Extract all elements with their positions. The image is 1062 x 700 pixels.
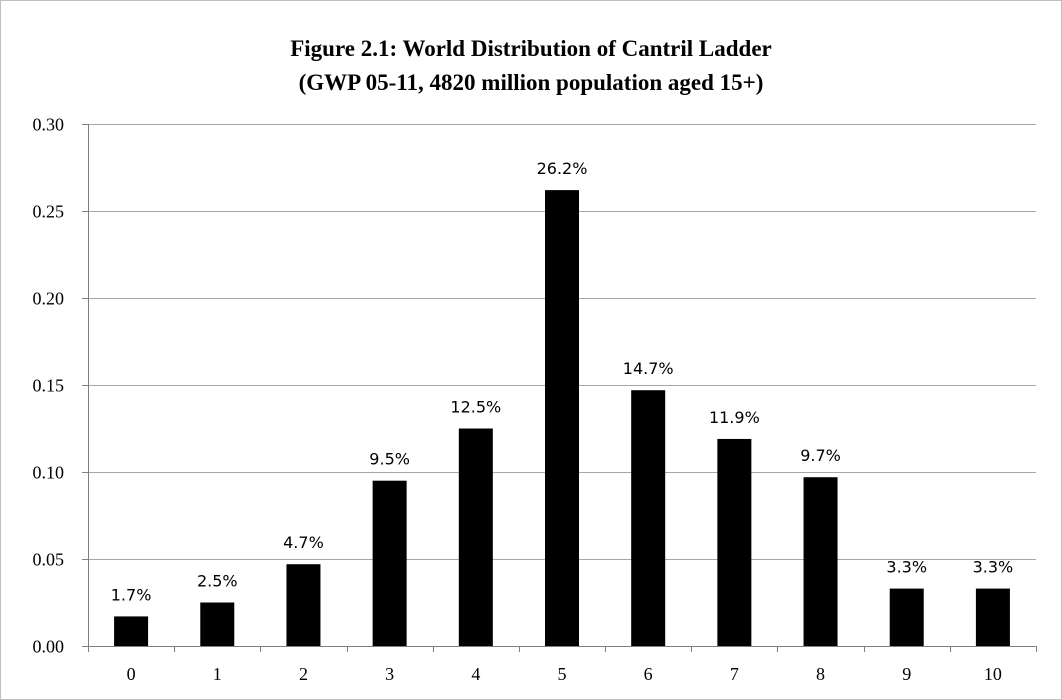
- data-label: 9.7%: [800, 446, 841, 465]
- y-tick-label: 0.10: [33, 463, 65, 483]
- x-tick-label: 10: [984, 664, 1002, 684]
- bar-8: [803, 477, 838, 646]
- x-tick-label: 3: [385, 664, 394, 684]
- bar-10: [975, 588, 1010, 646]
- chart-title: Figure 2.1: World Distribution of Cantri…: [290, 36, 772, 61]
- x-axis-ticks: 0 1 2 3 4 5 6 7 8 9 10: [88, 646, 1037, 684]
- y-tick-label: 0.25: [33, 202, 65, 222]
- x-tick-label: 8: [816, 664, 825, 684]
- data-label: 1.7%: [111, 585, 152, 604]
- y-tick-label: 0.05: [33, 550, 65, 570]
- x-tick-label: 9: [902, 664, 911, 684]
- bars: [114, 190, 1010, 646]
- data-labels: 1.7% 2.5% 4.7% 9.5% 12.5% 26.2% 14.7% 11.9% 9.7%…: [111, 159, 1013, 604]
- bar-5: [545, 190, 579, 646]
- data-label: 14.7%: [623, 359, 674, 378]
- axes: [88, 124, 1036, 647]
- y-tick-label: 0.30: [33, 115, 65, 135]
- bar-0: [114, 616, 149, 646]
- chart-subtitle: (GWP 05-11, 4820 million population aged…: [298, 70, 764, 95]
- x-tick-label: 1: [213, 664, 222, 684]
- data-label: 12.5%: [450, 398, 501, 417]
- data-label: 11.9%: [709, 408, 760, 427]
- data-label: 3.3%: [973, 558, 1014, 577]
- y-tick-label: 0.15: [33, 376, 65, 396]
- bar-3: [372, 480, 407, 646]
- x-tick-label: 6: [644, 664, 653, 684]
- bar-9: [889, 588, 924, 646]
- data-label: 9.5%: [369, 450, 410, 469]
- bar-6: [631, 390, 666, 646]
- bar-7: [717, 438, 752, 646]
- data-label: 2.5%: [197, 572, 238, 591]
- data-label: 4.7%: [283, 533, 324, 552]
- x-tick-label: 7: [730, 664, 739, 684]
- y-axis-ticks: 0.00 0.05 0.10 0.15 0.20 0.25 0.30: [33, 115, 88, 657]
- x-tick-label: 0: [127, 664, 136, 684]
- x-tick-label: 5: [558, 664, 567, 684]
- bar-4: [458, 428, 493, 646]
- x-tick-label: 2: [299, 664, 308, 684]
- data-label: 26.2%: [537, 159, 588, 178]
- y-tick-label: 0.00: [33, 637, 65, 657]
- data-label: 3.3%: [886, 558, 927, 577]
- bar-2: [286, 564, 321, 646]
- bar-1: [200, 602, 235, 646]
- y-tick-label: 0.20: [33, 289, 65, 309]
- chart-title-block: Figure 2.1: World Distribution of Cantri…: [0, 32, 1062, 100]
- x-tick-label: 4: [471, 664, 480, 684]
